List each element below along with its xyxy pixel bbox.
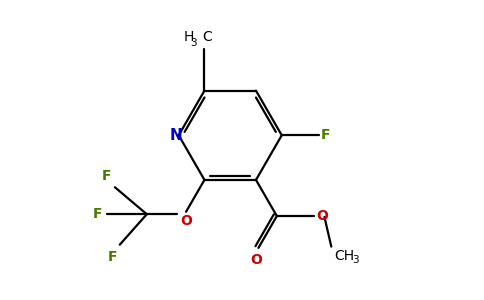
Text: C: C: [202, 30, 212, 44]
Text: H: H: [183, 30, 194, 44]
Text: O: O: [316, 209, 328, 223]
Text: 3: 3: [191, 38, 197, 48]
Text: O: O: [250, 253, 262, 267]
Text: F: F: [93, 207, 103, 221]
Text: F: F: [102, 169, 111, 183]
Text: CH: CH: [334, 249, 354, 263]
Text: N: N: [170, 128, 182, 143]
Text: O: O: [180, 214, 192, 228]
Text: F: F: [108, 250, 117, 264]
Text: F: F: [321, 128, 331, 142]
Text: 3: 3: [352, 256, 359, 266]
